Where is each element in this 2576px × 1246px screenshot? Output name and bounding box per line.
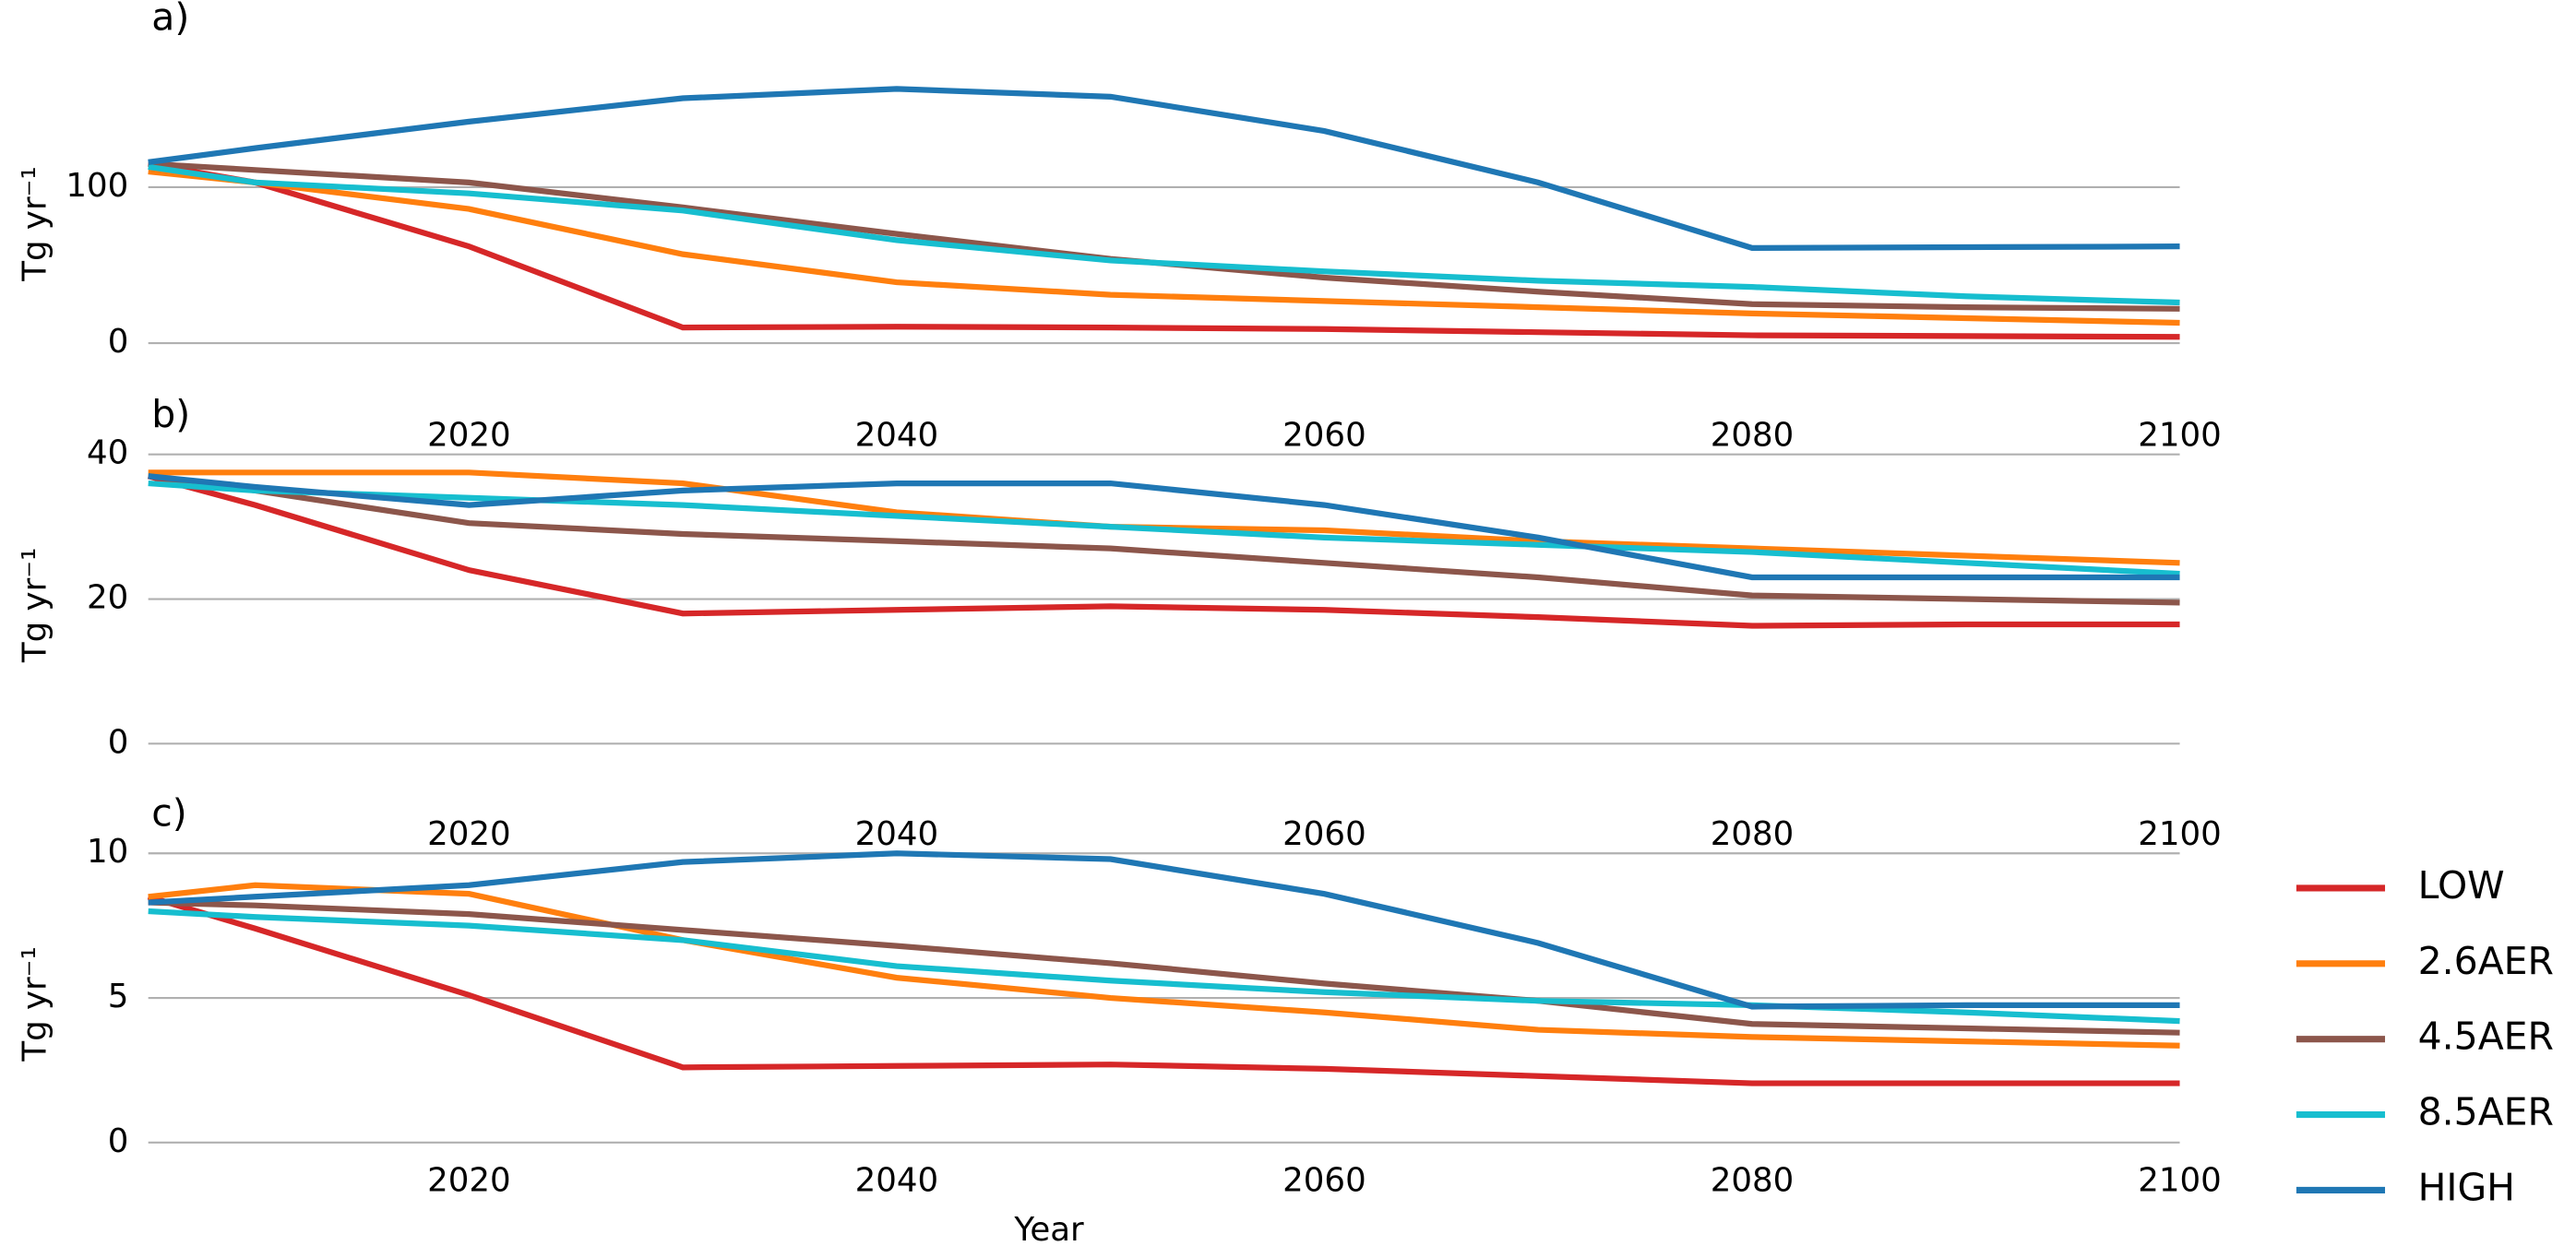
series-line xyxy=(148,160,2180,312)
x-tick-label: 2020 xyxy=(427,1162,511,1200)
series-line xyxy=(148,473,2180,581)
x-tick-label: 2060 xyxy=(1282,815,1366,853)
x-tick-label: 2100 xyxy=(2138,815,2222,853)
x-tick-label: 2040 xyxy=(855,416,939,454)
series-line xyxy=(148,86,2180,251)
x-axis-label: Year xyxy=(1013,1211,1084,1246)
y-tick-label: 20 xyxy=(87,579,128,617)
legend-label: HIGH xyxy=(2418,1165,2515,1209)
legend-label: 8.5AER xyxy=(2418,1090,2554,1134)
legend-label: 4.5AER xyxy=(2418,1015,2554,1059)
x-tick-label: 2060 xyxy=(1282,416,1366,454)
series-line xyxy=(148,850,2180,1010)
y-axis-label: Tg yr⁻¹ xyxy=(17,548,54,663)
y-tick-label: 0 xyxy=(108,1122,129,1160)
y-tick-label: 10 xyxy=(87,833,128,871)
series-line xyxy=(148,882,2180,1049)
y-axis-label: Tg yr⁻¹ xyxy=(17,946,54,1062)
x-tick-label: 2080 xyxy=(1711,416,1795,454)
y-tick-label: 5 xyxy=(108,978,129,1015)
panel-label: a) xyxy=(151,0,189,39)
y-tick-label: 0 xyxy=(108,323,129,361)
legend-label: 2.6AER xyxy=(2418,939,2554,983)
y-axis-label: Tg yr⁻¹ xyxy=(17,166,54,281)
x-tick-label: 2060 xyxy=(1282,1162,1366,1200)
x-tick-label: 2100 xyxy=(2138,1162,2222,1200)
series-line xyxy=(147,473,2180,629)
x-tick-label: 2100 xyxy=(2138,416,2222,454)
y-tick-label: 0 xyxy=(108,723,129,761)
series-line xyxy=(148,160,2180,340)
x-tick-label: 2040 xyxy=(855,1162,939,1200)
series-line xyxy=(148,473,2180,606)
series-line xyxy=(147,894,2180,1086)
y-tick-label: 40 xyxy=(87,434,128,472)
series-line xyxy=(148,163,2180,306)
x-tick-label: 2080 xyxy=(1711,1162,1795,1200)
panel-label: b) xyxy=(151,392,190,436)
panel-label: c) xyxy=(151,791,186,836)
y-tick-label: 100 xyxy=(66,167,128,205)
series-line xyxy=(148,899,2180,1036)
series-line xyxy=(148,480,2180,577)
legend-label: LOW xyxy=(2418,863,2505,908)
x-tick-label: 2020 xyxy=(427,815,511,853)
x-tick-label: 2020 xyxy=(427,416,511,454)
series-line xyxy=(148,168,2180,326)
x-tick-label: 2080 xyxy=(1711,815,1795,853)
x-tick-label: 2040 xyxy=(855,815,939,853)
